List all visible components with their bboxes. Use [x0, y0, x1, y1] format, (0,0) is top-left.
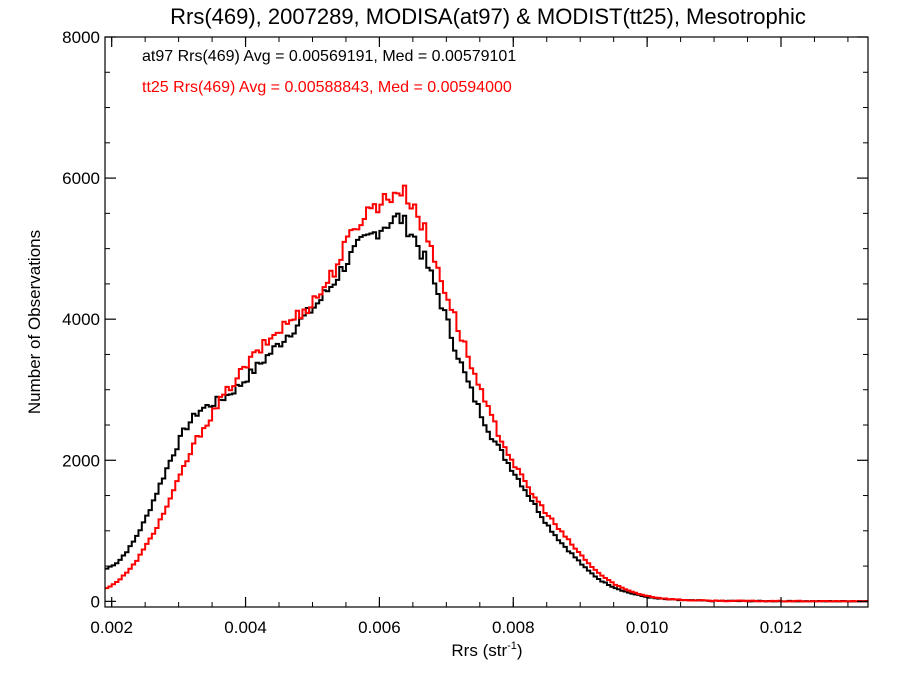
x-axis-label-exponent: -1 [507, 640, 517, 652]
y-axis-label: Number of Observations [25, 230, 44, 414]
x-tick-label: 0.006 [358, 618, 401, 637]
y-tick-label: 0 [91, 592, 100, 611]
plot-series [105, 184, 868, 603]
y-axis-ticks: 0 2000 4000 6000 8000 [62, 28, 868, 611]
chart-title: Rrs(469), 2007289, MODISA(at97) & MODIST… [170, 4, 806, 29]
legend: at97 Rrs(469) Avg = 0.00569191, Med = 0.… [142, 48, 516, 96]
x-tick-label: 0.002 [90, 618, 133, 637]
y-tick-label: 4000 [62, 310, 100, 329]
legend-entry-at97: at97 Rrs(469) Avg = 0.00569191, Med = 0.… [142, 48, 516, 65]
x-tick-label: 0.008 [492, 618, 535, 637]
plot-frame [104, 36, 869, 608]
series-line-1 [105, 184, 868, 603]
x-tick-label: 0.004 [224, 618, 267, 637]
y-tick-label: 2000 [62, 451, 100, 470]
x-tick-label: 0.012 [760, 618, 803, 637]
y-tick-label: 6000 [62, 169, 100, 188]
legend-entry-tt25: tt25 Rrs(469) Avg = 0.00588843, Med = 0.… [142, 79, 512, 96]
x-tick-label: 0.010 [626, 618, 669, 637]
y-tick-label: 8000 [62, 28, 100, 47]
x-axis-label: Rrs (str-1) [451, 640, 522, 660]
x-axis-ticks: 0.002 0.004 0.006 0.008 0.010 0.012 [90, 37, 849, 637]
